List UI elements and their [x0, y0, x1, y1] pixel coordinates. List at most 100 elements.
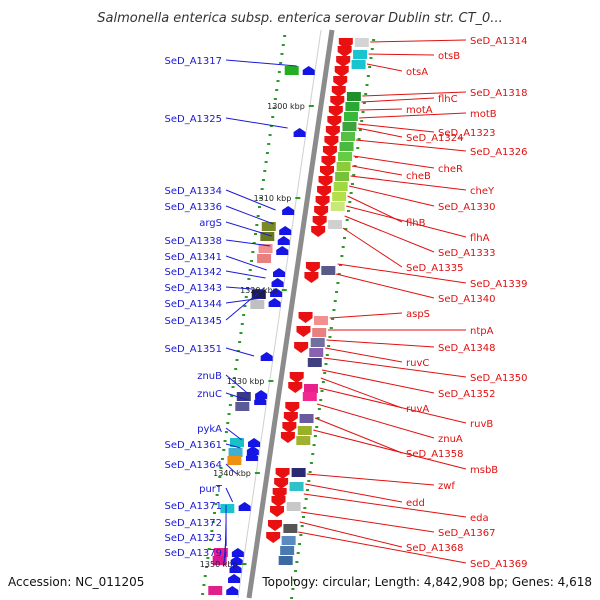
right-gene-label[interactable]: motA — [406, 105, 433, 116]
forward-gene-block — [310, 338, 325, 347]
forward-gene-block — [297, 426, 312, 435]
forward-gene-arrow — [333, 76, 348, 87]
right-gene-leader — [350, 175, 467, 191]
right-gene-label[interactable]: ruvB — [470, 419, 493, 430]
right-gene-label[interactable]: flhA — [470, 233, 490, 244]
left-gene-label[interactable]: SeD_A1341 — [165, 252, 223, 263]
reverse-gene-arrow — [268, 298, 281, 307]
forward-gene-block — [309, 348, 324, 357]
left-gene-label[interactable]: SeD_A1361 — [165, 440, 223, 451]
forward-gene-arrow — [311, 226, 326, 237]
right-gene-label[interactable]: SeD_A1352 — [438, 389, 496, 400]
left-gene-label[interactable]: pykA — [197, 424, 222, 435]
right-gene-label[interactable]: cheY — [470, 186, 495, 197]
left-gene-label[interactable]: SeD_A1345 — [165, 316, 223, 327]
left-gene-leader — [225, 463, 238, 475]
right-gene-leader — [305, 483, 403, 503]
right-gene-leader — [368, 53, 435, 56]
left-gene-label[interactable]: znuB — [197, 371, 222, 382]
right-gene-label[interactable]: aspS — [406, 309, 430, 320]
left-gene-label[interactable]: SeD_A1325 — [165, 114, 223, 125]
right-gene-label[interactable]: flhB — [406, 218, 426, 229]
left-gene-label[interactable]: SeD_A1338 — [165, 236, 223, 247]
right-gene-label[interactable]: edd — [406, 498, 425, 509]
right-gene-label[interactable]: ruvA — [406, 404, 429, 415]
left-gene-label[interactable]: SeD_A1371 — [165, 501, 223, 512]
right-gene-leader — [323, 357, 467, 378]
left-gene-label[interactable]: SeD_A1342 — [165, 267, 223, 278]
right-gene-label[interactable]: SeD_A1367 — [438, 528, 496, 539]
right-gene-leader — [299, 521, 403, 548]
right-gene-label[interactable]: SeD_A1335 — [406, 263, 464, 274]
right-gene-label[interactable]: SeD_A1350 — [470, 373, 528, 384]
right-gene-leader — [370, 39, 467, 43]
left-gene-label[interactable]: SeD_A1379 — [165, 548, 223, 559]
right-gene-label[interactable]: otsA — [406, 67, 428, 78]
left-gene-label[interactable]: SeD_A1334 — [165, 186, 223, 197]
forward-gene-arrow — [334, 66, 349, 77]
forward-gene-arrow — [328, 106, 343, 117]
right-gene-label[interactable]: SeD_A1333 — [438, 248, 496, 259]
right-gene-label[interactable]: otsB — [438, 51, 460, 62]
forward-gene-block — [332, 192, 347, 201]
reverse-gene-block — [258, 244, 273, 253]
forward-gene-block — [307, 358, 322, 367]
forward-gene-block — [286, 502, 301, 511]
left-gene-leader — [225, 392, 248, 401]
left-gene-leader — [225, 347, 255, 357]
right-gene-label[interactable]: znuA — [438, 434, 463, 445]
left-gene-label[interactable]: purT — [199, 484, 223, 495]
scale-label: 1350 kbp — [200, 560, 238, 569]
right-gene-label[interactable]: SeD_A1318 — [470, 88, 528, 99]
right-gene-label[interactable]: ruvC — [406, 358, 429, 369]
right-gene-label[interactable]: SeD_A1324 — [406, 133, 464, 144]
reverse-gene-arrow — [260, 352, 273, 361]
left-gene-label[interactable]: SeD_A1336 — [165, 202, 223, 213]
forward-gene-block — [278, 556, 293, 565]
right-gene-label[interactable]: SeD_A1340 — [438, 294, 496, 305]
right-gene-leader — [346, 205, 467, 238]
forward-gene-block — [289, 482, 304, 491]
right-gene-label[interactable]: motB — [470, 109, 497, 120]
left-gene-leader — [225, 374, 249, 395]
right-gene-label[interactable]: eda — [470, 513, 489, 524]
reverse-gene-block — [227, 456, 242, 465]
right-gene-label[interactable]: SeD_A1339 — [470, 279, 528, 290]
left-gene-label[interactable]: znuC — [197, 389, 222, 400]
right-gene-label[interactable]: SeD_A1326 — [470, 147, 528, 158]
right-gene-label[interactable]: ntpA — [470, 326, 494, 337]
left-gene-label[interactable]: SeD_A1343 — [165, 283, 223, 294]
right-gene-label[interactable]: SeD_A1369 — [470, 559, 528, 570]
right-gene-label[interactable]: SeD_A1348 — [438, 343, 496, 354]
right-gene-label[interactable]: SeD_A1323 — [438, 128, 496, 139]
reverse-gene-arrow — [293, 128, 306, 137]
left-gene-label[interactable]: SeD_A1351 — [165, 344, 223, 355]
right-gene-label[interactable]: SeD_A1358 — [406, 449, 464, 460]
left-gene-label[interactable]: SeD_A1364 — [165, 460, 223, 471]
forward-gene-block — [283, 524, 298, 533]
right-gene-leader — [326, 339, 435, 348]
right-gene-label[interactable]: flhC — [438, 94, 458, 105]
right-gene-label[interactable]: zwf — [438, 481, 455, 492]
left-gene-label[interactable]: argS — [199, 218, 222, 229]
left-gene-label[interactable]: SeD_A1344 — [165, 299, 223, 310]
right-gene-label[interactable]: msbB — [470, 465, 498, 476]
forward-gene-arrow — [317, 186, 332, 197]
right-gene-label[interactable]: SeD_A1330 — [438, 202, 496, 213]
reverse-gene-block — [250, 300, 265, 309]
left-gene-label[interactable]: SeD_A1317 — [165, 56, 223, 67]
reverse-gene-arrow — [282, 206, 295, 215]
reverse-gene-block — [213, 548, 228, 557]
right-gene-label[interactable]: cheR — [438, 164, 463, 175]
right-gene-label[interactable]: cheB — [406, 171, 431, 182]
right-gene-label[interactable]: SeD_A1368 — [406, 543, 464, 554]
forward-gene-block — [280, 546, 295, 555]
left-gene-label[interactable]: SeD_A1373 — [165, 533, 223, 544]
forward-gene-arrow — [305, 262, 320, 273]
left-gene-leader — [225, 287, 265, 321]
right-gene-leader — [357, 127, 403, 138]
right-gene-label[interactable]: SeD_A1314 — [470, 36, 528, 47]
left-gene-label[interactable]: SeD_A1372 — [165, 518, 223, 529]
forward-gene-block — [291, 468, 306, 477]
